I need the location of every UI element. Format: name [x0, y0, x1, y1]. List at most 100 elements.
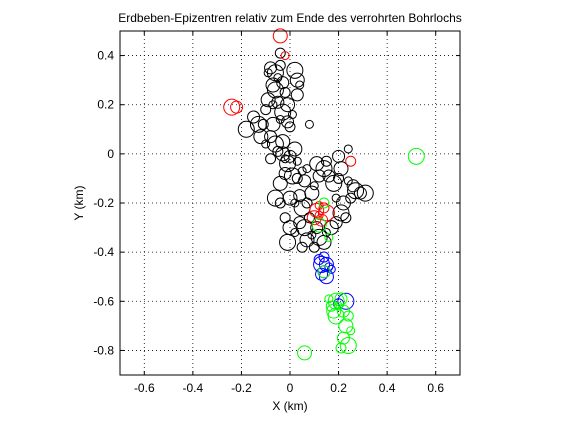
x-tick-label: -0.2 — [231, 381, 252, 395]
epicenter-point — [335, 342, 347, 354]
epicenter-point — [302, 164, 312, 174]
y-tick-label: 0.2 — [97, 98, 114, 112]
y-tick-label: -0.8 — [93, 343, 114, 357]
epicenter-point — [340, 212, 352, 224]
epicenter-point — [324, 262, 334, 272]
epicenter-point — [247, 110, 261, 124]
grid — [120, 31, 460, 375]
epicenter-point — [280, 51, 290, 61]
epicenter-point — [320, 155, 332, 167]
epicenter-point — [315, 267, 329, 281]
epicenter-point — [274, 47, 286, 59]
epicenter-point — [279, 155, 297, 173]
y-tick-label: 0 — [107, 147, 114, 161]
epicenter-point — [260, 104, 272, 116]
epicenter-point — [314, 210, 324, 220]
epicenter-point — [275, 114, 285, 124]
epicenter-point — [315, 160, 333, 178]
epicenter-point — [287, 141, 303, 157]
epicenter-point — [289, 72, 305, 88]
epicenter-point — [298, 174, 312, 188]
epicenter-point — [345, 155, 357, 167]
x-tick-label: -0.6 — [134, 381, 155, 395]
epicenter-point — [331, 193, 341, 203]
epicenter-point — [265, 77, 281, 93]
epicenter-point — [339, 337, 357, 355]
y-tick-label: -0.6 — [93, 294, 114, 308]
epicenter-point — [325, 174, 343, 192]
epicenter-point — [326, 303, 342, 319]
epicenter-point — [274, 103, 292, 121]
epicenter-point — [309, 156, 325, 172]
epicenter-point — [324, 232, 334, 242]
epicenter-point — [334, 292, 348, 306]
epicenter-point — [334, 301, 344, 311]
epicenter-point — [264, 61, 278, 75]
epicenter-point — [313, 254, 325, 266]
x-tick-label: 0.6 — [427, 381, 444, 395]
epicenter-point — [332, 204, 350, 222]
ticks: -0.6 -0.4 -0.2 0 0.2 0.4 0.6 0.4 0.2 0 -0.2 -0.4 -0.… — [93, 31, 460, 395]
epicenter-point — [260, 92, 276, 108]
epicenter-point — [356, 184, 374, 202]
epicenter-point — [313, 255, 331, 273]
epicenter-point — [223, 98, 241, 116]
y-tick-label: -0.2 — [93, 196, 114, 210]
epicenter-point — [281, 115, 295, 129]
epicenter-point — [407, 147, 425, 165]
epicenter-point — [332, 149, 346, 163]
epicenter-point — [280, 97, 296, 113]
epicenter-point — [286, 61, 304, 79]
y-tick-label: -0.4 — [93, 245, 114, 259]
epicenter-point — [257, 118, 269, 130]
epicenter-point — [335, 195, 351, 211]
x-tick-label: 0.4 — [379, 381, 396, 395]
epicenter-point — [324, 294, 334, 304]
epicenter-point — [315, 213, 329, 227]
epicenter-point — [342, 310, 354, 322]
epicenter-point — [325, 300, 337, 312]
epicenter-point — [279, 86, 291, 98]
epicenter-point — [336, 304, 350, 318]
epicenter-point — [273, 73, 283, 83]
epicenter-point — [311, 217, 327, 233]
epicenter-point — [337, 292, 355, 310]
epicenter-point — [318, 197, 330, 209]
epicenter-point — [318, 269, 334, 285]
epicenter-point — [265, 153, 277, 165]
epicenter-point — [291, 172, 303, 184]
epicenter-point — [317, 265, 331, 279]
epicenter-point — [322, 169, 336, 183]
epicenter-point — [279, 233, 297, 251]
epicenter-point — [326, 264, 336, 274]
epicenter-point — [237, 120, 255, 138]
epicenter-point — [310, 221, 324, 235]
epicenter-point — [343, 144, 353, 154]
epicenter-point — [309, 181, 319, 191]
x-tick-label: 0.2 — [330, 381, 347, 395]
epicenter-point — [274, 59, 286, 71]
epicenter-point — [318, 202, 330, 214]
epicenter-point — [253, 129, 269, 145]
epicenter-point — [275, 134, 291, 150]
epicenter-point — [327, 307, 345, 325]
epicenter-point — [321, 227, 331, 237]
epicenter-point — [292, 156, 302, 166]
epicenter-point — [266, 135, 284, 153]
epicenter-point — [304, 185, 320, 201]
chart-title: Erdbeben-Epizentren relativ zum Ende des… — [118, 11, 462, 25]
epicenter-point — [333, 172, 345, 184]
x-tick-label: 0 — [287, 381, 294, 395]
x-tick-label: -0.4 — [183, 381, 204, 395]
epicenter-point — [293, 216, 307, 230]
epicenter-point — [272, 175, 288, 191]
y-axis-label: Y (km) — [72, 185, 86, 220]
data-points — [223, 28, 425, 361]
epicenter-point — [304, 119, 314, 129]
epicenter-point — [272, 28, 288, 44]
epicenter-point — [317, 204, 335, 222]
epicenter-point — [284, 121, 296, 133]
epicenter-point — [346, 326, 356, 336]
